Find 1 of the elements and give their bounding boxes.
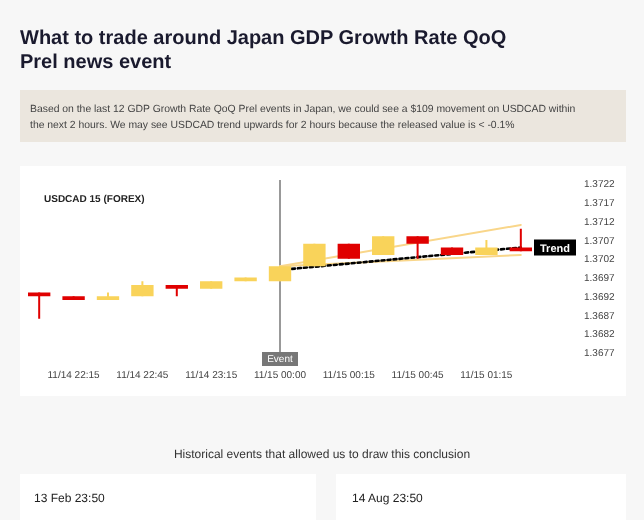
chart-title: What to trade around Japan GDP Growth Rate QoQ Prel news event bbox=[20, 28, 507, 74]
